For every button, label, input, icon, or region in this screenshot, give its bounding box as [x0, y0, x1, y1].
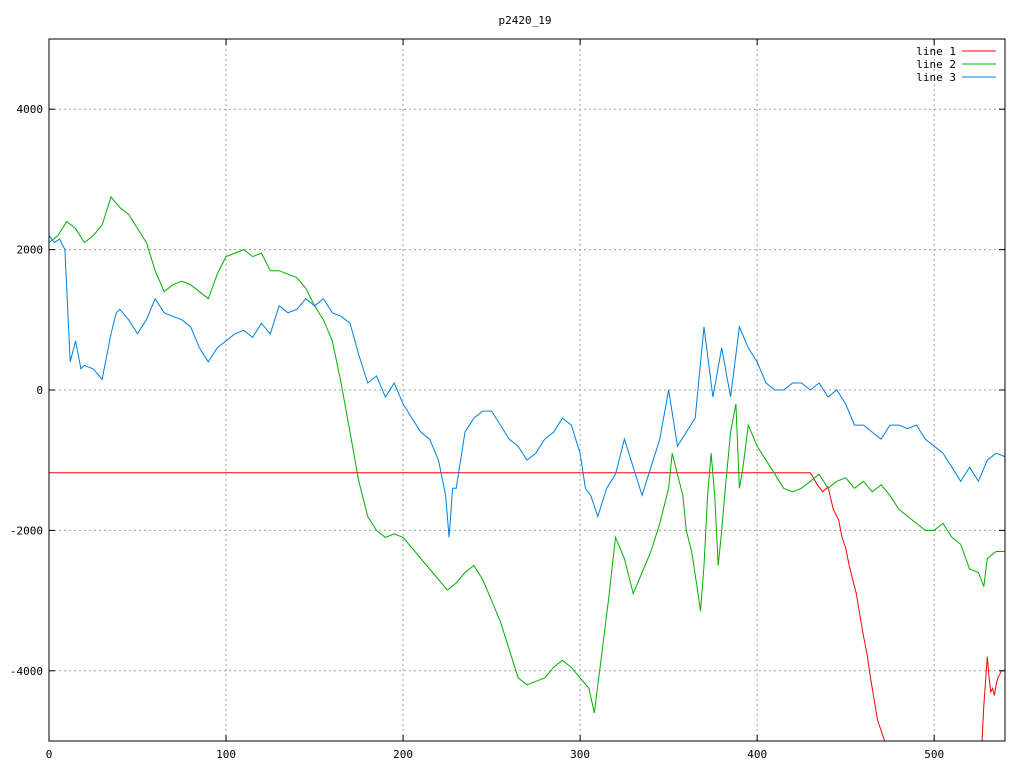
y-tick-label: 4000 [17, 103, 44, 116]
grid [49, 39, 1005, 741]
series-lines [49, 195, 1005, 741]
x-tick-label: 0 [46, 748, 53, 761]
series-line-1 [49, 472, 1005, 741]
series-line-2 [49, 195, 1005, 714]
y-tick-label: 0 [36, 384, 43, 397]
x-tick-label: 100 [216, 748, 236, 761]
plot-frame [48, 38, 1006, 742]
series-line-3 [49, 235, 1005, 538]
x-tick-label: 500 [924, 748, 944, 761]
x-tick-label: 300 [570, 748, 590, 761]
axis-ticks: 0 100 200 300 400 500 -4000 -2000 0 2000 4000 [10, 39, 1005, 761]
x-tick-label: 400 [747, 748, 767, 761]
chart-title: p2420_19 [499, 14, 552, 27]
y-tick-label: 2000 [17, 244, 44, 257]
x-tick-label: 200 [393, 748, 413, 761]
legend-label: line 1 [916, 45, 956, 58]
legend-label: line 2 [916, 58, 956, 71]
legend-label: line 3 [916, 71, 956, 84]
y-tick-label: -4000 [10, 665, 43, 678]
y-tick-label: -2000 [10, 524, 43, 537]
